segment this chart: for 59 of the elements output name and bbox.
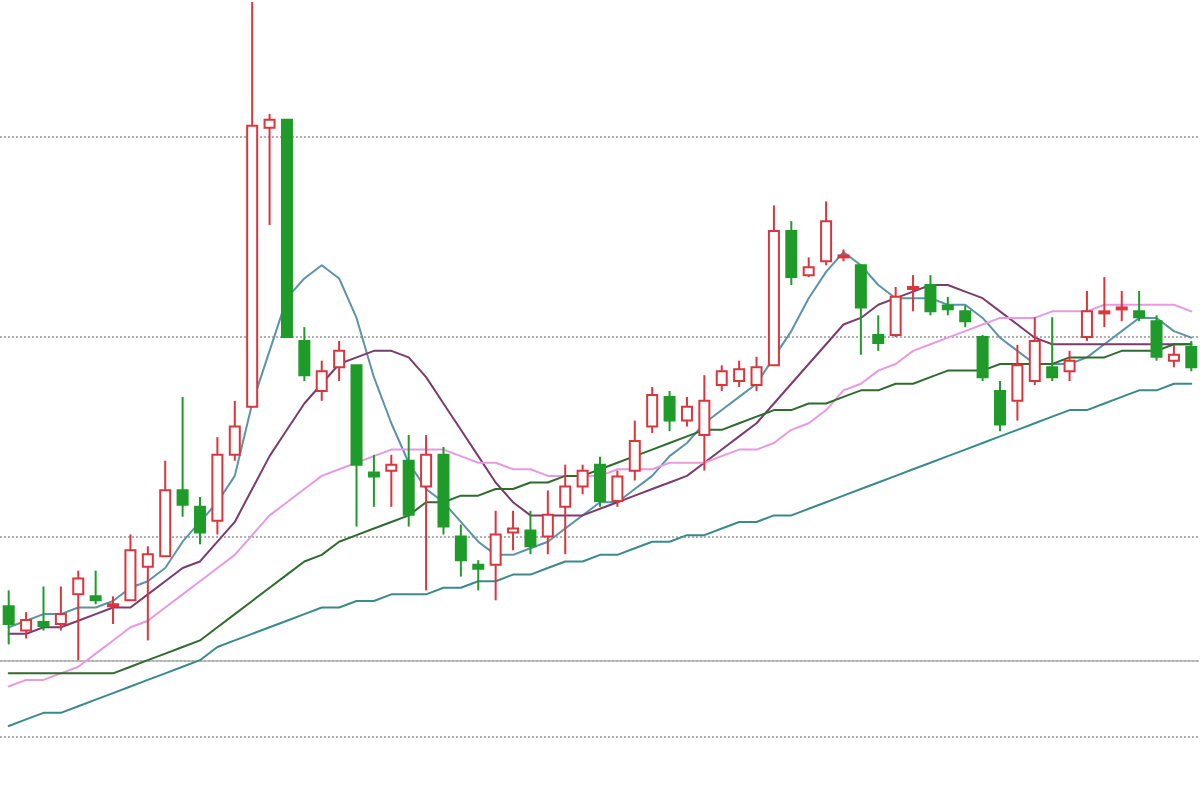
candlestick — [559, 463, 572, 556]
candlestick — [1063, 349, 1076, 383]
candlestick — [194, 495, 206, 546]
candlestick — [507, 509, 520, 552]
candlestick — [1185, 339, 1198, 373]
candlestick — [698, 374, 711, 472]
candlestick — [576, 463, 589, 496]
candlestick — [663, 389, 676, 433]
candlestick — [20, 611, 33, 640]
candlestick — [489, 509, 502, 602]
candlestick — [889, 285, 902, 339]
candlestick — [72, 569, 85, 662]
candlestick — [2, 589, 15, 646]
candlestick — [594, 455, 606, 508]
candlestick — [733, 359, 746, 389]
candlestick — [385, 453, 398, 508]
candlestick — [994, 380, 1006, 433]
candlestick — [298, 326, 311, 383]
candlestick — [37, 585, 50, 632]
candlestick — [315, 359, 328, 402]
candlestick — [1167, 343, 1180, 369]
candlestick — [1011, 343, 1024, 422]
candlestick — [785, 220, 798, 287]
candlestick — [1046, 316, 1059, 383]
candlestick — [524, 509, 537, 556]
candlestick — [646, 386, 659, 435]
candlestick — [715, 364, 728, 392]
candlestick — [228, 399, 241, 462]
candlestick — [1150, 314, 1163, 362]
candlestick — [1028, 316, 1041, 387]
candlestick — [333, 339, 346, 383]
candlestick — [680, 395, 693, 428]
candlestick — [1133, 289, 1146, 323]
candlestick — [367, 453, 380, 508]
candlestick — [941, 295, 954, 317]
candlestick — [176, 395, 189, 518]
candlestick — [1115, 289, 1128, 323]
candlestick — [976, 334, 989, 383]
candlestick — [541, 489, 554, 556]
candlestick — [854, 264, 867, 356]
candlestick — [263, 112, 276, 227]
candlestick — [628, 419, 641, 482]
candlestick — [959, 304, 972, 329]
candlestick — [89, 569, 102, 606]
candlestick — [802, 256, 815, 279]
candlestick — [872, 314, 885, 352]
candlestick — [454, 523, 467, 578]
candlestick — [54, 585, 67, 632]
candlestick — [1098, 276, 1111, 329]
candlestick — [907, 274, 920, 313]
candlestick — [107, 595, 120, 625]
candlestick — [1080, 289, 1093, 342]
candlestick — [820, 200, 833, 267]
candlestick — [750, 355, 763, 392]
candlestick — [141, 545, 154, 642]
candlestick — [611, 469, 624, 508]
candlestick — [420, 434, 433, 592]
candlestick — [924, 274, 937, 317]
candlestick — [472, 559, 485, 592]
